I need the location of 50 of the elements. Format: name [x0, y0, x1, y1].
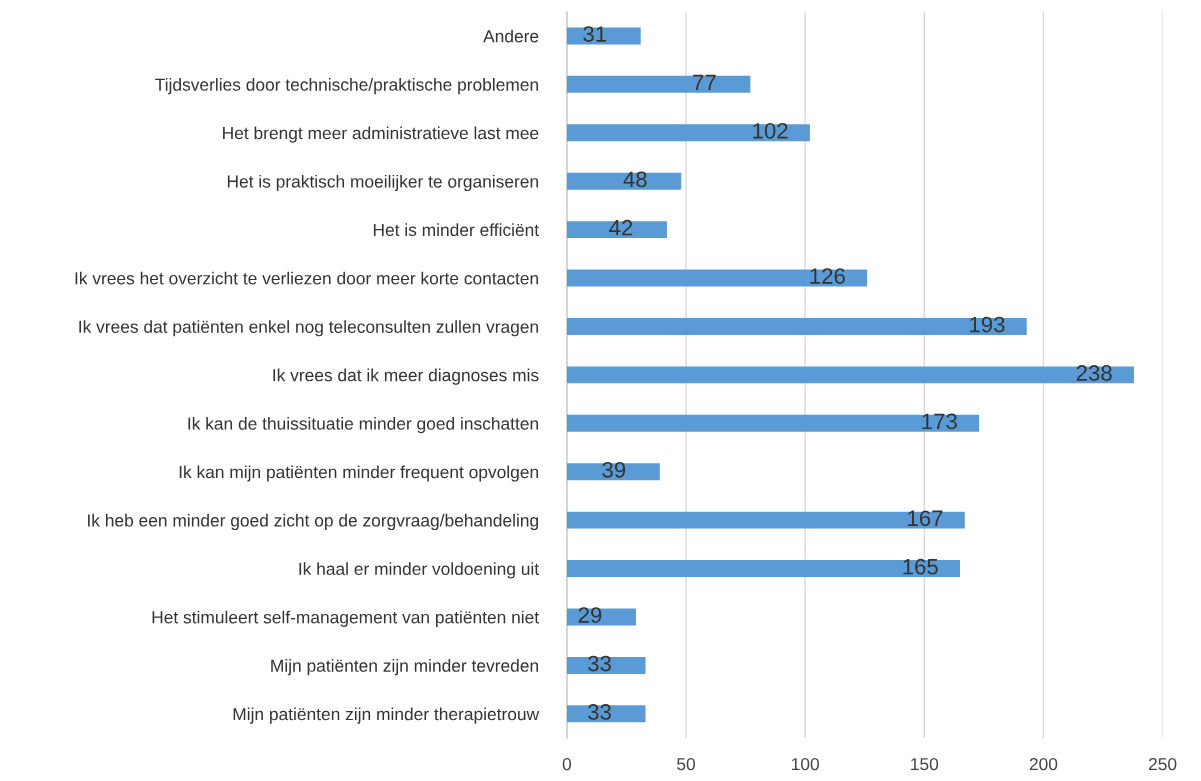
bar [566, 560, 961, 578]
x-tick-label: 150 [911, 757, 939, 771]
y-tick-label: Mijn patiënten zijn minder tevreden [271, 659, 538, 676]
bar [566, 656, 646, 674]
bar [566, 269, 868, 287]
bar [566, 366, 1134, 384]
y-tick-label: Ik vrees het overzicht te verliezen door meer korte contacten [75, 271, 538, 285]
data-label: 126 [810, 268, 845, 284]
data-label: 102 [753, 123, 788, 139]
data-label: 165 [903, 558, 938, 575]
data-label: 42 [609, 219, 633, 236]
y-tick-label: Het stimuleert self-management van patiënten niet [152, 610, 539, 627]
y-tick-label: Het brengt meer administratieve last mee [223, 126, 539, 143]
data-label: 167 [908, 510, 943, 527]
bar [566, 705, 646, 723]
data-label: 33 [588, 655, 611, 672]
y-tick-label: Mijn patiënten zijn minder therapietrouw [233, 707, 540, 724]
bar [566, 317, 1027, 335]
data-label: 77 [693, 74, 716, 91]
bar [566, 75, 751, 93]
y-tick-label: Het is praktisch moeilijker te organiseren [227, 174, 538, 192]
x-tick-label: 0 [562, 757, 572, 771]
bar [566, 172, 682, 190]
data-label: 173 [922, 413, 957, 430]
y-tick-label: Ik haal er minder voldoening uit [299, 562, 539, 579]
data-label: 33 [588, 704, 611, 720]
y-tick-label: Ik vrees dat ik meer diagnoses mis [273, 368, 539, 385]
y-tick-label: Het is minder efficiënt [373, 223, 539, 237]
bar [566, 414, 980, 432]
y-tick-label: Andere [483, 29, 539, 43]
data-label: 29 [578, 607, 602, 623]
y-tick-label: Ik kan mijn patiënten minder frequent opvolgen [179, 465, 538, 482]
x-tick-label: 250 [1148, 757, 1177, 771]
x-tick-label: 50 [677, 757, 695, 771]
data-label: 193 [970, 316, 1005, 333]
data-label: 48 [623, 171, 647, 188]
y-tick-label: Ik heb een minder goed zicht op de zorgvraag/behandeling [88, 513, 539, 531]
x-tick-label: 200 [1029, 757, 1058, 771]
y-tick-label: Tijdsverlies door technische/praktische problemen [155, 78, 538, 95]
data-label: 238 [1076, 365, 1112, 381]
data-label: 31 [583, 26, 607, 42]
y-tick-label: Ik vrees dat patiënten enkel nog teleconsulten zullen vragen [79, 320, 538, 337]
x-tick-label: 100 [791, 757, 819, 771]
bar [566, 27, 641, 45]
y-tick-label: Ik kan de thuissituatie minder goed inschatten [188, 417, 538, 434]
bar [566, 511, 965, 529]
bar [566, 221, 667, 239]
bar [566, 124, 810, 142]
data-label: 39 [602, 461, 626, 478]
bar [566, 463, 660, 481]
